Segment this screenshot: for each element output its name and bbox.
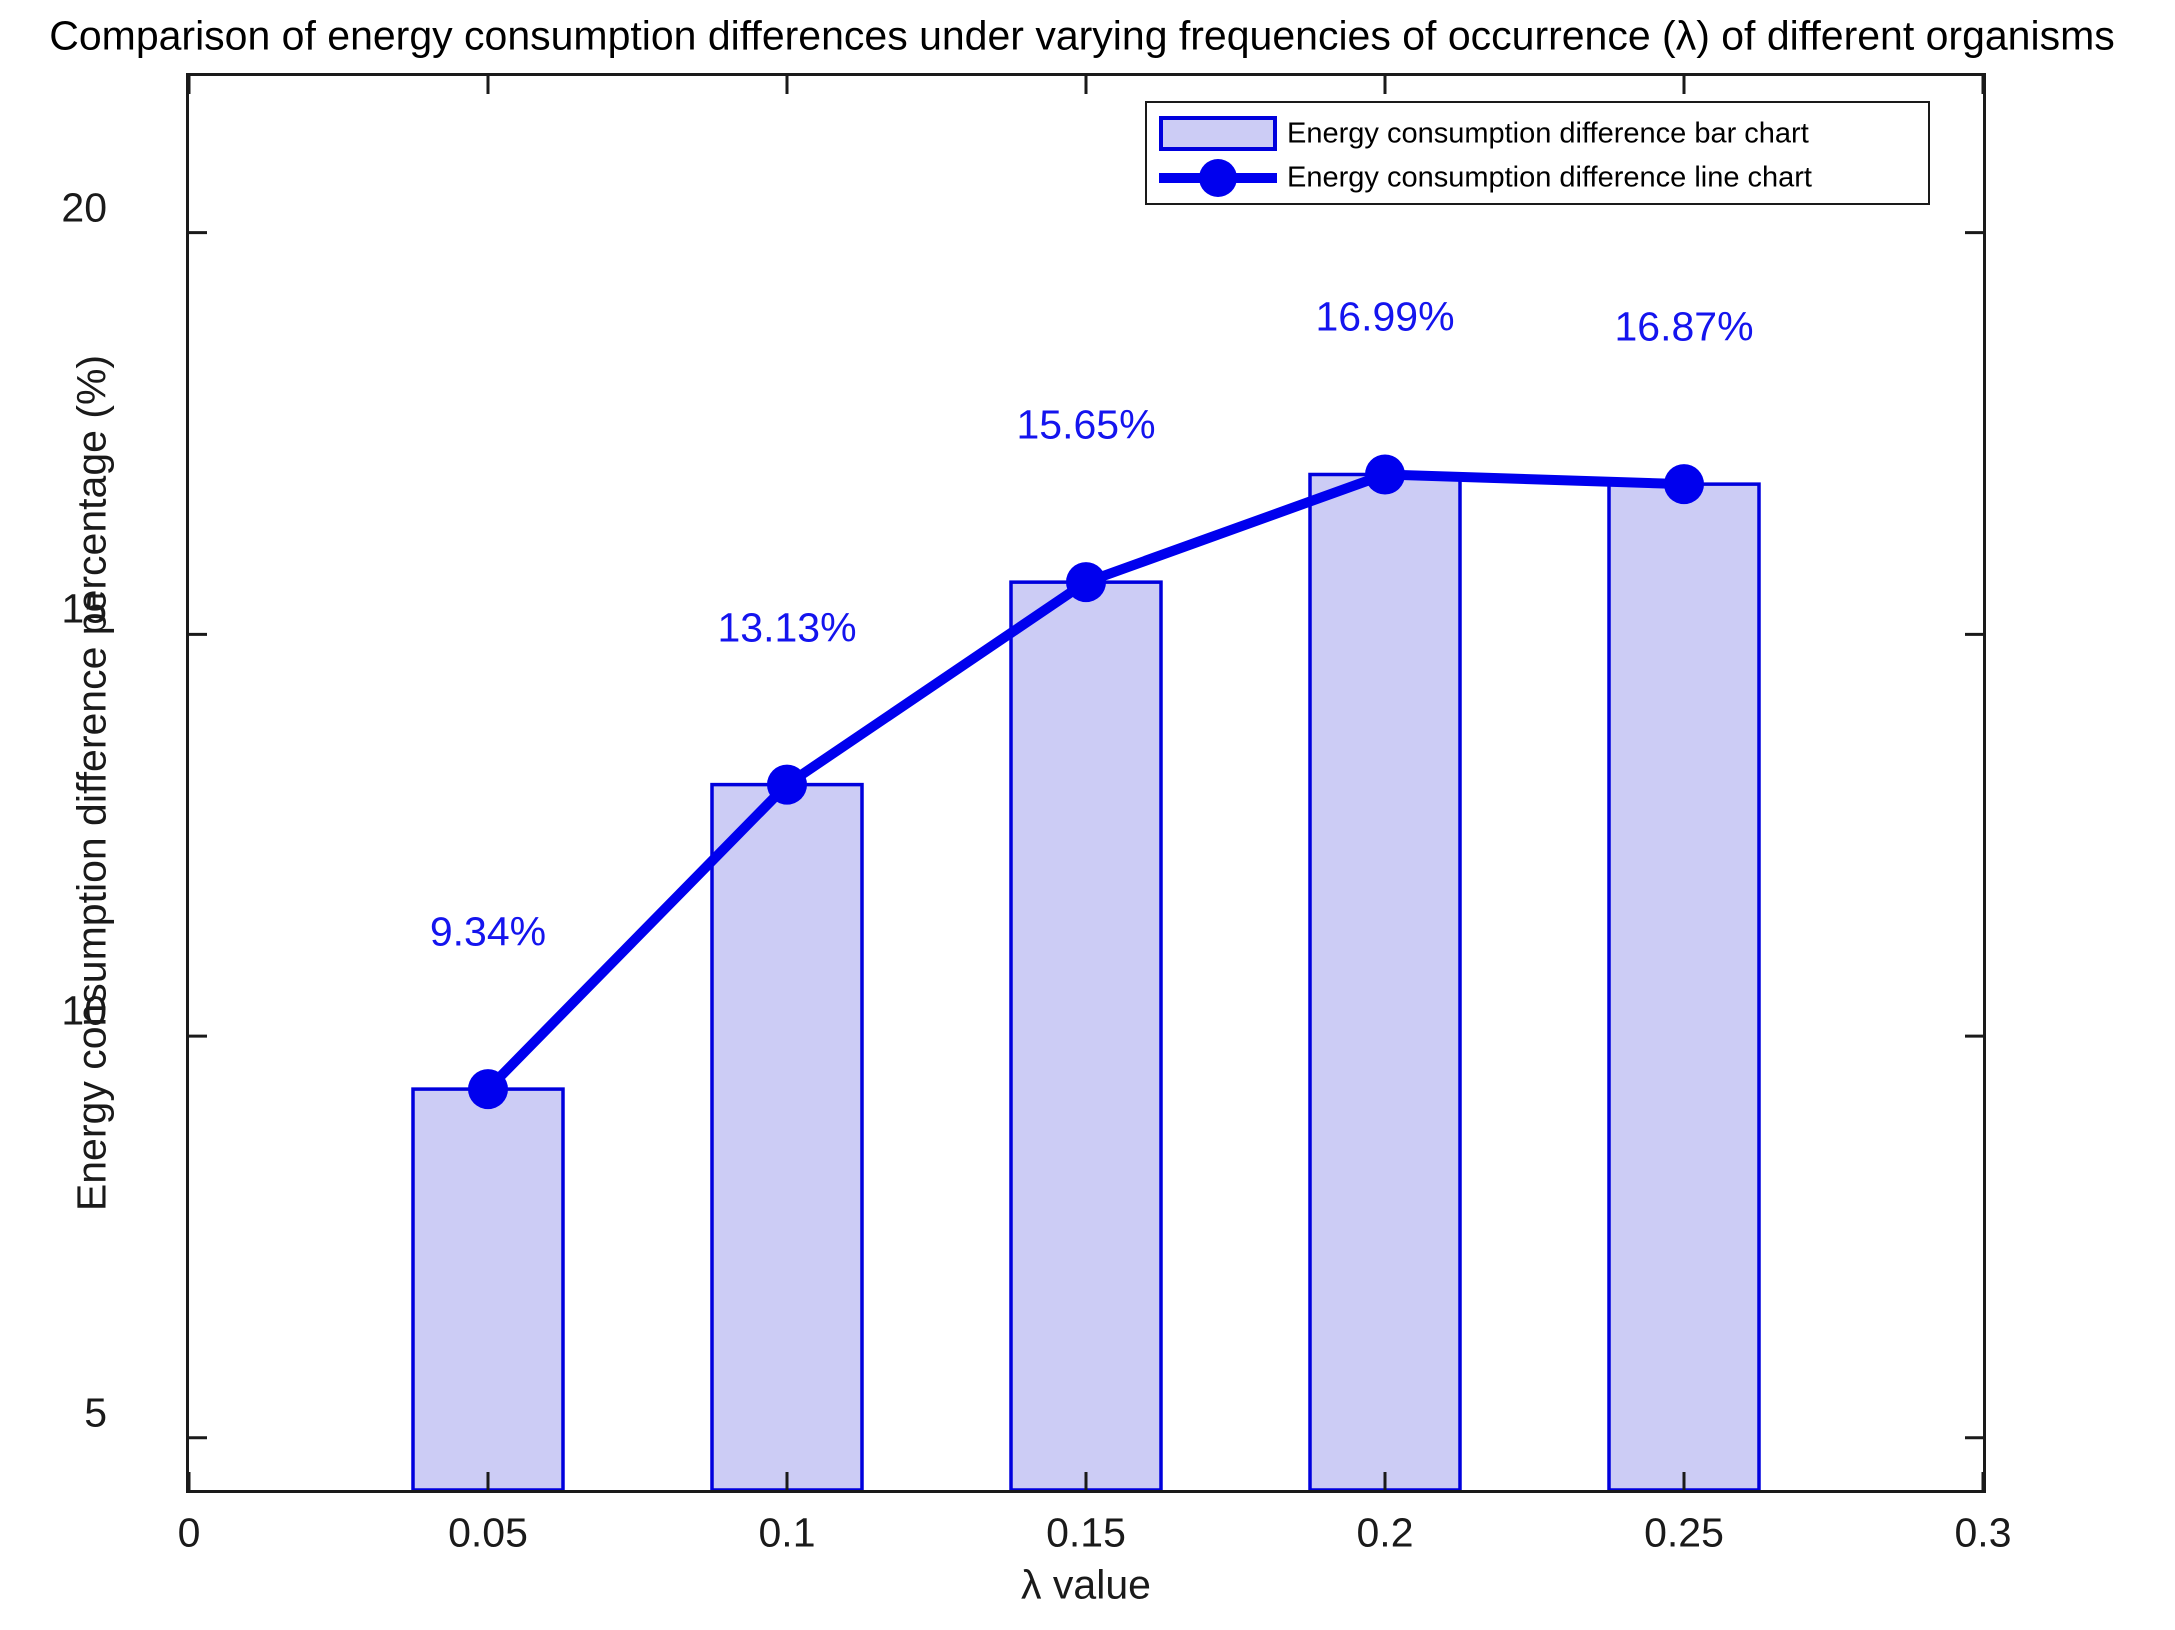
bar (710, 782, 864, 1490)
bar (1607, 482, 1761, 1490)
legend-line-marker-swatch-icon (1159, 159, 1277, 197)
x-tick-label: 0.25 (1644, 1509, 1724, 1556)
y-tick-label: 15 (61, 585, 107, 632)
data-point-marker (1664, 464, 1704, 505)
x-tick-label: 0.3 (1954, 1509, 2012, 1556)
x-tick-label: 0.15 (1046, 1509, 1126, 1556)
x-tick-label: 0.05 (448, 1509, 528, 1556)
plot-canvas (189, 76, 1983, 1490)
data-label: 15.65% (1016, 401, 1156, 448)
chart-title: Comparison of energy consumption differe… (49, 12, 2115, 59)
bar (1308, 472, 1462, 1490)
plot-area (186, 73, 1986, 1493)
x-tick-label: 0.1 (758, 1509, 816, 1556)
legend-item-bar-label: Energy consumption difference bar chart (1287, 117, 1809, 150)
y-axis-label: Energy consumption difference percentage… (68, 354, 115, 1212)
y-tick-label: 5 (84, 1389, 107, 1436)
x-tick-label: 0 (177, 1509, 201, 1556)
data-label: 16.87% (1614, 303, 1754, 350)
y-tick-label: 10 (61, 987, 107, 1034)
data-point-marker (468, 1069, 508, 1110)
data-point-marker (767, 764, 807, 805)
data-point-marker (1365, 454, 1405, 495)
legend: Energy consumption difference bar chart … (1145, 101, 1930, 205)
y-tick-label: 20 (61, 184, 107, 231)
legend-bar-swatch-icon (1159, 116, 1277, 151)
legend-item-line-label: Energy consumption difference line chart (1287, 161, 1812, 194)
bar (1009, 580, 1163, 1490)
bar (411, 1087, 565, 1490)
x-tick-label: 0.2 (1356, 1509, 1414, 1556)
data-label: 9.34% (429, 908, 547, 955)
data-point-marker (1066, 562, 1106, 603)
x-axis-label: λ value (1021, 1561, 1151, 1608)
data-label: 13.13% (717, 604, 857, 651)
data-label: 16.99% (1315, 293, 1455, 340)
